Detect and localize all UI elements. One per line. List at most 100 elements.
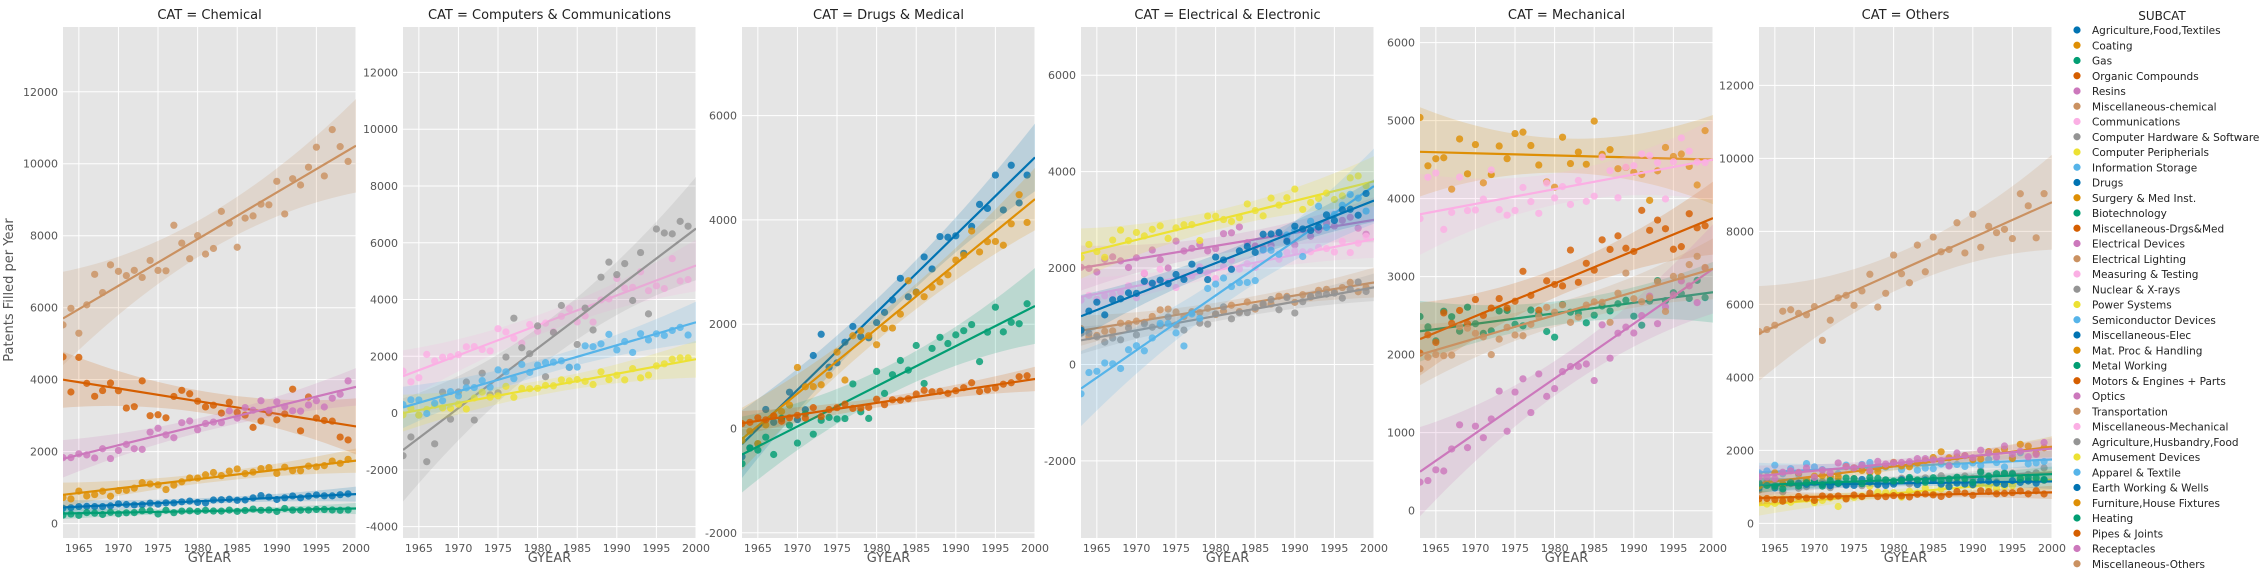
data-point [1016, 320, 1023, 327]
y-tick-label: 12000 [1719, 79, 1754, 92]
data-point [1440, 467, 1447, 474]
data-point [226, 407, 233, 414]
legend-item: Agriculture,Husbandry,Food [2073, 437, 2238, 449]
data-point [661, 229, 668, 236]
legend-item: Drugs [2073, 178, 2123, 190]
data-point [558, 376, 565, 383]
data-point [2025, 453, 2032, 460]
data-point [1291, 223, 1298, 230]
data-point [897, 357, 904, 364]
y-tick-label: 6000 [1048, 69, 1076, 82]
data-point [1196, 237, 1203, 244]
data-point [2001, 463, 2008, 470]
data-point [1101, 359, 1108, 366]
data-point [992, 238, 999, 245]
data-point [186, 390, 193, 397]
data-point [1953, 449, 1960, 456]
data-point [439, 397, 446, 404]
data-point [431, 440, 438, 447]
data-point [1969, 479, 1976, 486]
x-tick-label: 1965 [744, 542, 772, 555]
data-point [1638, 298, 1645, 305]
data-point [1771, 475, 1778, 482]
data-point [463, 343, 470, 350]
data-point [1543, 304, 1550, 311]
data-point [1157, 256, 1164, 263]
data-point [1157, 306, 1164, 313]
data-point [202, 250, 209, 257]
data-point [1472, 423, 1479, 430]
data-point [1866, 467, 1873, 474]
x-tick-label: 1995 [642, 542, 670, 555]
data-point [1599, 321, 1606, 328]
data-point [1583, 260, 1590, 267]
y-tick-label: 10000 [23, 158, 58, 171]
x-axis-label: GYEAR [188, 551, 232, 566]
panel-title: CAT = Computers & Communications [428, 8, 671, 23]
data-point [178, 387, 185, 394]
data-point [794, 439, 801, 446]
data-point [202, 403, 209, 410]
data-point [1228, 266, 1235, 273]
legend-marker [2073, 423, 2080, 430]
data-point [1630, 329, 1637, 336]
legend-item: Amusement Devices [2073, 452, 2200, 464]
data-point [305, 164, 312, 171]
data-point [1646, 227, 1653, 234]
data-point [1882, 290, 1889, 297]
y-tick-label: 4000 [30, 374, 58, 387]
data-point [677, 218, 684, 225]
data-point [1535, 370, 1542, 377]
data-point [629, 349, 636, 356]
data-point [1077, 327, 1084, 334]
legend-label: Pipes & Joints [2092, 528, 2163, 540]
data-point [1204, 212, 1211, 219]
legend-item: Biotechnology [2073, 208, 2166, 220]
x-tick-label: 1995 [981, 542, 1009, 555]
data-point [873, 368, 880, 375]
data-point [968, 227, 975, 234]
legend: SUBCAT Agriculture,Food,TextilesCoatingG… [2073, 9, 2259, 571]
data-point [1496, 142, 1503, 149]
data-point [1464, 444, 1471, 451]
legend-item: Computer Hardware & Software [2073, 132, 2259, 144]
y-tick-label: 4000 [709, 214, 737, 227]
data-point [1133, 229, 1140, 236]
legend-item: Organic Compounds [2073, 71, 2198, 83]
legend-marker [2073, 392, 2080, 399]
data-point [107, 379, 114, 386]
data-point [1244, 279, 1251, 286]
legend-item: Information Storage [2073, 162, 2197, 174]
legend-label: Measuring & Testing [2092, 269, 2198, 281]
data-point [91, 271, 98, 278]
data-point [1023, 300, 1030, 307]
x-tick-label: 1975 [823, 542, 851, 555]
legend-marker [2073, 286, 2080, 293]
y-tick-label: 3000 [1387, 271, 1415, 284]
x-axis-label: GYEAR [528, 551, 572, 566]
x-tick-label: 1970 [1800, 542, 1828, 555]
y-tick-label: 0 [1408, 505, 1415, 518]
data-point [131, 445, 138, 452]
y-tick-label: 0 [1069, 358, 1076, 371]
data-point [770, 451, 777, 458]
panel-title: CAT = Mechanical [1508, 8, 1625, 23]
data-point [1890, 251, 1897, 258]
data-point [147, 257, 154, 264]
legend-label: Biotechnology [2092, 208, 2167, 220]
data-point [2001, 442, 2008, 449]
data-point [1109, 236, 1116, 243]
y-tick-label: 10000 [1719, 152, 1754, 165]
legend-item: Earth Working & Wells [2073, 483, 2208, 495]
data-point [621, 376, 628, 383]
legend-marker [2073, 469, 2080, 476]
y-tick-label: 2000 [1048, 262, 1076, 275]
facet-panels: 1965197019751980198519901995200002000400… [23, 8, 2066, 566]
data-point [802, 414, 809, 421]
legend-label: Electrical Lighting [2092, 254, 2186, 266]
data-point [1267, 195, 1274, 202]
legend-marker [2073, 514, 2080, 521]
legend-item: Mat. Proc & Handling [2073, 345, 2202, 357]
legend-marker [2073, 362, 2080, 369]
x-tick-label: 1975 [1840, 542, 1868, 555]
